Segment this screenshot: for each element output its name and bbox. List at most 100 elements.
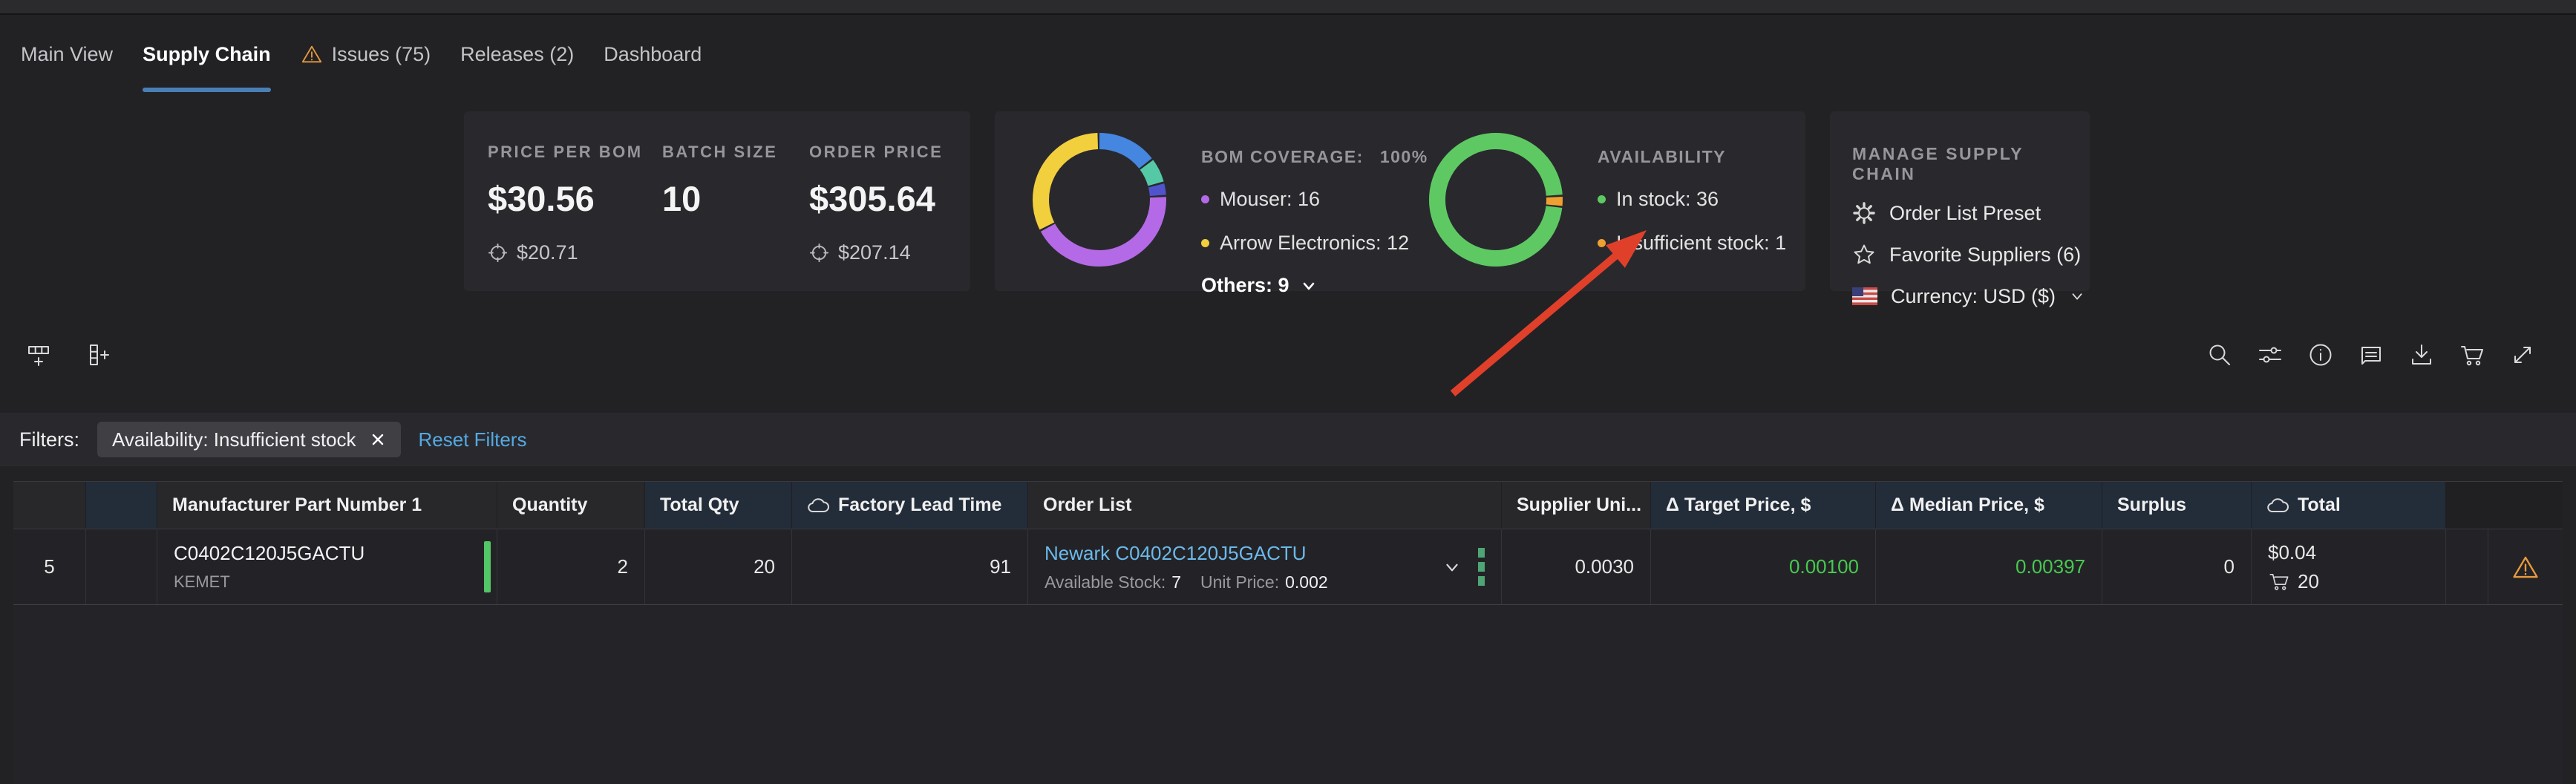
- row-options-kebab[interactable]: [1478, 548, 1485, 586]
- price-per-bom-target: $20.71: [517, 241, 578, 264]
- batch-size-value: 10: [662, 179, 702, 218]
- row-number-cell: 5: [13, 529, 86, 604]
- filter-chip-availability[interactable]: Availability: Insufficient stock: [97, 422, 401, 457]
- factory-lead-time-cell: 91: [792, 529, 1028, 604]
- row-handle-cell[interactable]: [86, 529, 157, 604]
- warning-triangle-icon: [301, 45, 321, 63]
- tab-supply-chain[interactable]: Supply Chain: [128, 16, 286, 92]
- mouser-dot: [1201, 195, 1209, 203]
- tab-dashboard[interactable]: Dashboard: [589, 16, 716, 92]
- mpn-cell[interactable]: C0402C120J5GACTU KEMET: [157, 529, 497, 604]
- target-price-icon: [488, 243, 508, 263]
- table-row[interactable]: 5 C0402C120J5GACTU KEMET 2 20 91 Newark …: [13, 529, 2563, 605]
- header-quantity[interactable]: Quantity: [497, 482, 645, 529]
- table-empty-area: [13, 605, 2563, 784]
- supplier-unit-price-cell: 0.0030: [1502, 529, 1651, 604]
- chevron-down-icon[interactable]: [1442, 558, 1462, 577]
- header-factory-lead-time[interactable]: Factory Lead Time: [792, 482, 1028, 529]
- fullscreen-button[interactable]: [2508, 340, 2537, 370]
- add-column-button[interactable]: [83, 340, 113, 370]
- reset-filters-link[interactable]: Reset Filters: [418, 428, 527, 451]
- header-label: Total: [2298, 494, 2341, 515]
- download-icon: [2412, 344, 2431, 365]
- manage-title: MANAGE SUPPLY CHAIN: [1852, 144, 2024, 183]
- table-toolbar-left: [24, 340, 113, 370]
- order-list-preset-button[interactable]: Order List Preset: [1852, 200, 2090, 226]
- legend-item-mouser: Mouser: 16: [1201, 188, 1428, 211]
- available-stock: Available Stock: 7: [1045, 572, 1181, 592]
- cloud-icon: [2267, 497, 2289, 512]
- manage-supply-chain-panel: MANAGE SUPPLY CHAIN Order List Preset Fa…: [1830, 111, 2090, 307]
- sliders-icon: [2259, 347, 2281, 363]
- tab-label: Main View: [21, 42, 114, 65]
- cart-quantity: 20: [2298, 569, 2319, 592]
- expand-icon: [2514, 347, 2531, 363]
- stock-level-bar: [484, 541, 491, 592]
- filter-chip-label: Availability: Insufficient stock: [112, 428, 356, 451]
- header-manufacturer-part-number[interactable]: Manufacturer Part Number 1: [157, 482, 497, 529]
- legend-item-arrow-electronics: Arrow Electronics: 12: [1201, 232, 1428, 255]
- order-price-label: ORDER PRICE: [809, 143, 944, 161]
- add-row-button[interactable]: [24, 340, 53, 370]
- availability-title: AVAILABILITY: [1598, 147, 1786, 167]
- add-column-icon: [90, 344, 109, 365]
- order-list-cell: Newark C0402C120J5GACTU Available Stock:…: [1028, 529, 1502, 604]
- table-toolbar-right: [2205, 340, 2537, 370]
- legend-label: In stock: 36: [1616, 188, 1719, 210]
- legend-label: Insufficient stock: 1: [1616, 232, 1787, 254]
- download-button[interactable]: [2407, 340, 2436, 370]
- header-delta-target-price[interactable]: Δ Target Price, $: [1651, 482, 1876, 529]
- tab-releases[interactable]: Releases (2): [445, 16, 589, 92]
- manufacturer-name: KEMET: [174, 572, 230, 591]
- mpn-value: C0402C120J5GACTU: [174, 542, 365, 564]
- order-price-stat: ORDER PRICE $305.64 $207.14: [809, 143, 943, 291]
- coverage-availability-panel: BOM COVERAGE: 100% Mouser: 16 Arrow Elec…: [995, 111, 1805, 296]
- tab-main-view[interactable]: Main View: [6, 16, 128, 92]
- header-total[interactable]: Total: [2252, 482, 2446, 529]
- star-icon: [1854, 244, 1874, 264]
- us-flag-icon: [1852, 287, 1877, 305]
- supplier-part-link[interactable]: Newark C0402C120J5GACTU: [1045, 541, 1307, 564]
- available-stock-label: Available Stock:: [1045, 572, 1166, 592]
- order-price-value: $305.64: [809, 179, 935, 218]
- favorite-suppliers-button[interactable]: Favorite Suppliers (6): [1852, 242, 2090, 267]
- legend-item-insufficient-stock: Insufficient stock: 1: [1598, 232, 1786, 255]
- search-button[interactable]: [2205, 340, 2235, 370]
- bom-coverage-title: BOM COVERAGE: 100%: [1201, 147, 1428, 167]
- available-stock-value: 7: [1171, 572, 1182, 592]
- bom-table: Manufacturer Part Number 1 Quantity Tota…: [13, 481, 2563, 784]
- comment-icon: [2361, 347, 2381, 365]
- tab-label: Dashboard: [604, 42, 702, 65]
- header-delta-median-price[interactable]: Δ Median Price, $: [1876, 482, 2102, 529]
- remove-filter-button[interactable]: [370, 431, 386, 448]
- tab-label: Issues (75): [331, 42, 431, 65]
- delta-target-price-cell: 0.00100: [1651, 529, 1876, 604]
- header-order-list[interactable]: Order List: [1028, 482, 1502, 529]
- header-status: [2488, 482, 2563, 529]
- header-total-qty[interactable]: Total Qty: [645, 482, 792, 529]
- header-surplus[interactable]: Surplus: [2102, 482, 2252, 529]
- info-button[interactable]: [2306, 340, 2335, 370]
- tab-issues[interactable]: Issues (75): [286, 16, 446, 92]
- cart-button[interactable]: [2457, 340, 2487, 370]
- comments-button[interactable]: [2356, 340, 2386, 370]
- gutter-cell: [2446, 529, 2488, 604]
- filters-bar: Filters: Availability: Insufficient stoc…: [0, 413, 2576, 466]
- others-label: Others: 9: [1201, 274, 1289, 296]
- insufficient-stock-dot: [1598, 239, 1606, 247]
- batch-size-label: BATCH SIZE: [662, 143, 778, 161]
- batch-size-stat: BATCH SIZE 10: [662, 143, 809, 291]
- header-supplier-unit-price[interactable]: Supplier Uni...: [1502, 482, 1651, 529]
- window-top-strip: [0, 0, 2576, 15]
- manage-item-label: Favorite Suppliers (6): [1889, 243, 2082, 266]
- close-icon: [372, 434, 383, 445]
- column-settings-button[interactable]: [2255, 340, 2285, 370]
- others-expander[interactable]: Others: 9: [1201, 274, 1428, 297]
- currency-selector[interactable]: Currency: USD ($): [1852, 284, 2090, 309]
- manage-item-label: Order List Preset: [1889, 201, 2041, 224]
- quantity-cell[interactable]: 2: [497, 529, 645, 604]
- cart-icon: [2461, 346, 2483, 366]
- surplus-cell: 0: [2102, 529, 2252, 604]
- total-price: $0.04: [2268, 540, 2317, 564]
- row-warning-cell[interactable]: [2488, 529, 2563, 604]
